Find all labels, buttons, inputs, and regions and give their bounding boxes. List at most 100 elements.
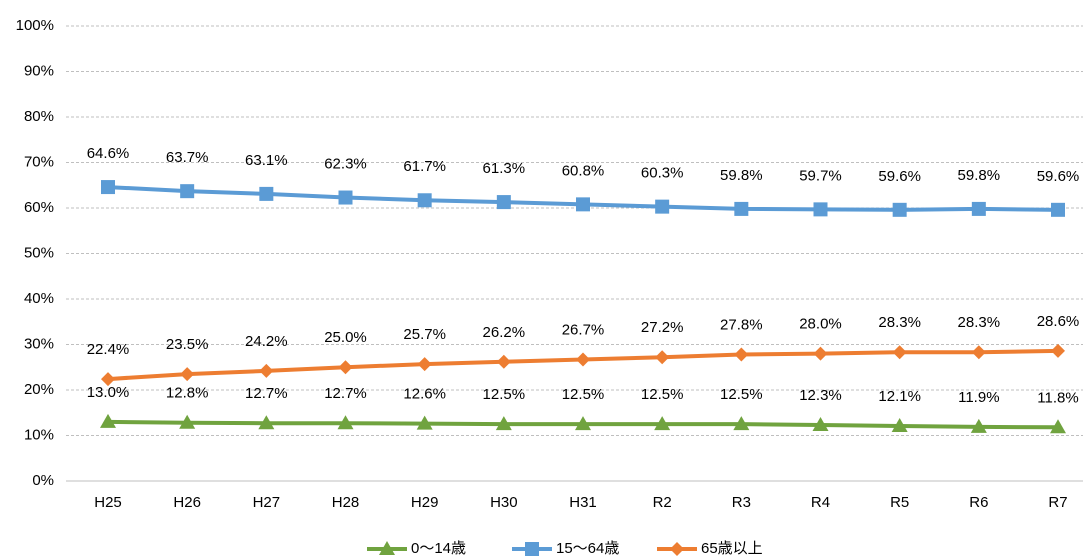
y-tick-label: 80% — [24, 108, 54, 125]
marker — [892, 202, 907, 217]
x-tick-label: R2 — [653, 494, 672, 511]
marker — [575, 416, 591, 431]
x-tick-label: H28 — [332, 494, 360, 511]
data-label: 13.0% — [87, 384, 130, 401]
data-label: 27.2% — [641, 319, 684, 336]
x-tick-label: H30 — [490, 494, 518, 511]
data-label: 60.8% — [562, 162, 605, 179]
marker — [101, 180, 115, 195]
marker — [496, 195, 511, 210]
marker — [495, 416, 512, 431]
data-label: 64.6% — [87, 145, 130, 162]
y-tick-label: 60% — [24, 199, 54, 216]
data-label: 12.7% — [324, 385, 367, 402]
data-label: 28.0% — [799, 316, 842, 333]
marker — [655, 350, 670, 365]
data-label: 26.2% — [483, 324, 526, 341]
data-label: 11.8% — [1037, 389, 1078, 406]
data-label: 25.0% — [324, 329, 367, 346]
data-label: 12.5% — [641, 386, 684, 403]
marker — [337, 415, 354, 430]
data-label: 61.7% — [403, 158, 446, 175]
data-label: 12.5% — [483, 386, 526, 403]
marker — [576, 352, 590, 367]
data-label: 22.4% — [87, 341, 130, 358]
data-label: 12.5% — [720, 386, 763, 403]
data-label: 12.7% — [245, 385, 288, 402]
x-tick-label: H31 — [569, 494, 597, 511]
x-tick-label: H29 — [411, 494, 439, 511]
x-tick-label: H25 — [94, 494, 122, 511]
data-label: 12.6% — [403, 386, 446, 403]
marker — [813, 202, 828, 217]
marker — [496, 354, 511, 369]
marker — [971, 201, 986, 216]
marker — [416, 415, 433, 430]
data-label: 23.5% — [166, 336, 209, 353]
marker — [180, 367, 195, 382]
marker — [1050, 419, 1066, 434]
x-tick-label: H26 — [173, 494, 201, 511]
data-label: 12.3% — [799, 387, 842, 404]
x-tick-label: R7 — [1048, 494, 1067, 511]
marker — [379, 541, 395, 555]
x-tick-label: R5 — [890, 494, 909, 511]
data-label: 28.3% — [878, 314, 921, 331]
marker — [892, 345, 907, 360]
marker — [525, 542, 539, 556]
data-label: 63.1% — [245, 152, 288, 169]
legend-label: 65歳以上 — [701, 540, 763, 557]
marker — [417, 193, 432, 208]
marker — [576, 197, 590, 212]
y-tick-label: 50% — [24, 244, 54, 261]
x-tick-label: H27 — [253, 494, 281, 511]
y-tick-label: 90% — [24, 62, 54, 79]
data-label: 27.8% — [720, 316, 763, 333]
y-tick-label: 100% — [16, 17, 54, 34]
data-label: 12.5% — [562, 386, 605, 403]
data-label: 25.7% — [403, 326, 446, 343]
marker — [258, 415, 275, 430]
marker — [417, 357, 432, 372]
data-label: 28.6% — [1037, 313, 1080, 330]
data-label: 61.3% — [483, 160, 526, 177]
marker — [812, 417, 829, 432]
legend-label: 15〜64歳 — [556, 540, 619, 557]
marker — [734, 347, 749, 362]
marker — [970, 418, 987, 433]
marker — [655, 199, 670, 214]
data-label: 59.7% — [799, 167, 842, 184]
x-tick-label: R6 — [969, 494, 988, 511]
y-tick-label: 0% — [32, 472, 54, 489]
marker — [100, 413, 116, 428]
marker — [654, 416, 671, 431]
marker — [259, 186, 274, 201]
data-label: 59.6% — [1037, 168, 1080, 185]
data-label: 12.8% — [166, 385, 209, 402]
data-label: 63.7% — [166, 149, 209, 166]
y-tick-label: 20% — [24, 381, 54, 398]
marker — [891, 417, 908, 432]
y-tick-label: 30% — [24, 335, 54, 352]
marker — [1051, 343, 1065, 358]
y-tick-label: 70% — [24, 153, 54, 170]
x-tick-label: R4 — [811, 494, 830, 511]
y-tick-label: 10% — [24, 426, 54, 443]
y-tick-label: 40% — [24, 290, 54, 307]
x-tick-label: R3 — [732, 494, 751, 511]
data-label: 12.1% — [878, 388, 921, 405]
data-label: 24.2% — [245, 333, 288, 350]
marker — [180, 184, 195, 199]
marker — [670, 542, 684, 556]
data-label: 59.6% — [878, 168, 921, 185]
data-label: 59.8% — [958, 167, 1001, 184]
marker — [734, 201, 749, 216]
data-label: 28.3% — [958, 314, 1001, 331]
data-label: 62.3% — [324, 156, 367, 173]
marker — [733, 416, 750, 431]
marker — [259, 363, 274, 378]
data-label: 11.9% — [958, 389, 999, 406]
marker — [179, 414, 196, 429]
marker — [813, 346, 828, 361]
